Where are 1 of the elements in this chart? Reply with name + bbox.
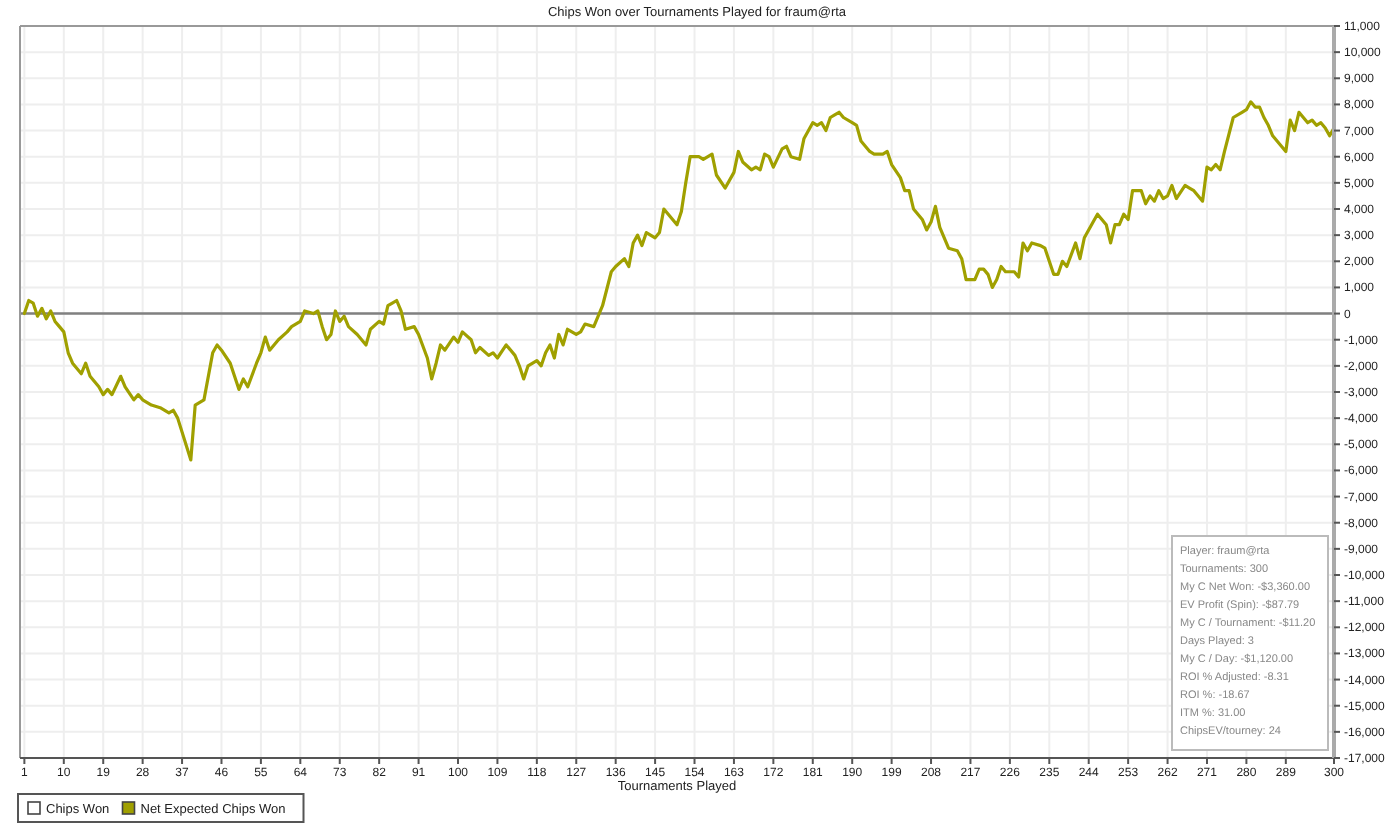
line-series [22, 100, 1336, 462]
